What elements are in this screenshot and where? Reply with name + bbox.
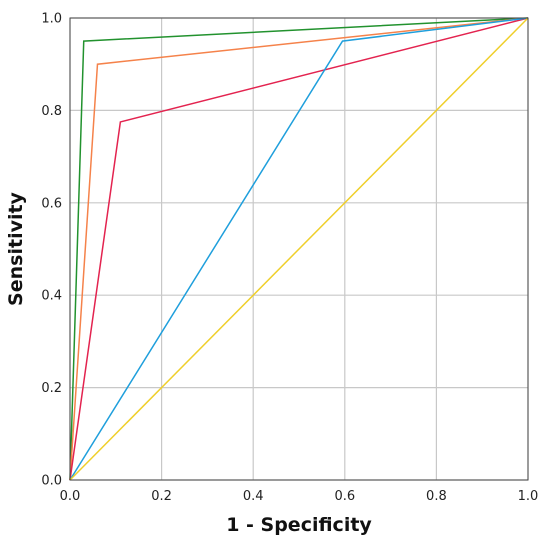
roc-curve-3 [69, 17, 529, 481]
x-axis-title: 1 - Specificity [226, 514, 372, 536]
roc-curve-1 [69, 17, 529, 481]
y-tick-label: 1.0 [41, 12, 62, 27]
x-tick-label: 1.0 [518, 489, 539, 504]
series-lines [69, 17, 529, 481]
y-axis-title: Sensitivity [5, 191, 27, 305]
x-tick-label: 0.4 [243, 489, 264, 504]
x-tick-label: 0.0 [60, 489, 81, 504]
x-tick-label: 0.2 [151, 489, 172, 504]
roc-curve-2 [69, 17, 529, 481]
plot-frame [69, 17, 529, 481]
y-tick-label: 0.2 [41, 381, 62, 396]
y-tick-label: 0.4 [41, 289, 62, 304]
roc-curve-4 [69, 17, 529, 481]
tick-labels: 0.0 0.2 0.4 0.6 0.8 1.0 0.0 0.2 0.4 0.6 0.8 1.0 [41, 12, 538, 505]
roc-curve-5 [69, 17, 529, 481]
x-tick-label: 0.6 [334, 489, 355, 504]
y-tick-label: 0.6 [41, 196, 62, 211]
y-tick-label: 0.0 [41, 474, 62, 489]
y-tick-label: 0.8 [41, 104, 62, 119]
x-tick-label: 0.8 [426, 489, 447, 504]
